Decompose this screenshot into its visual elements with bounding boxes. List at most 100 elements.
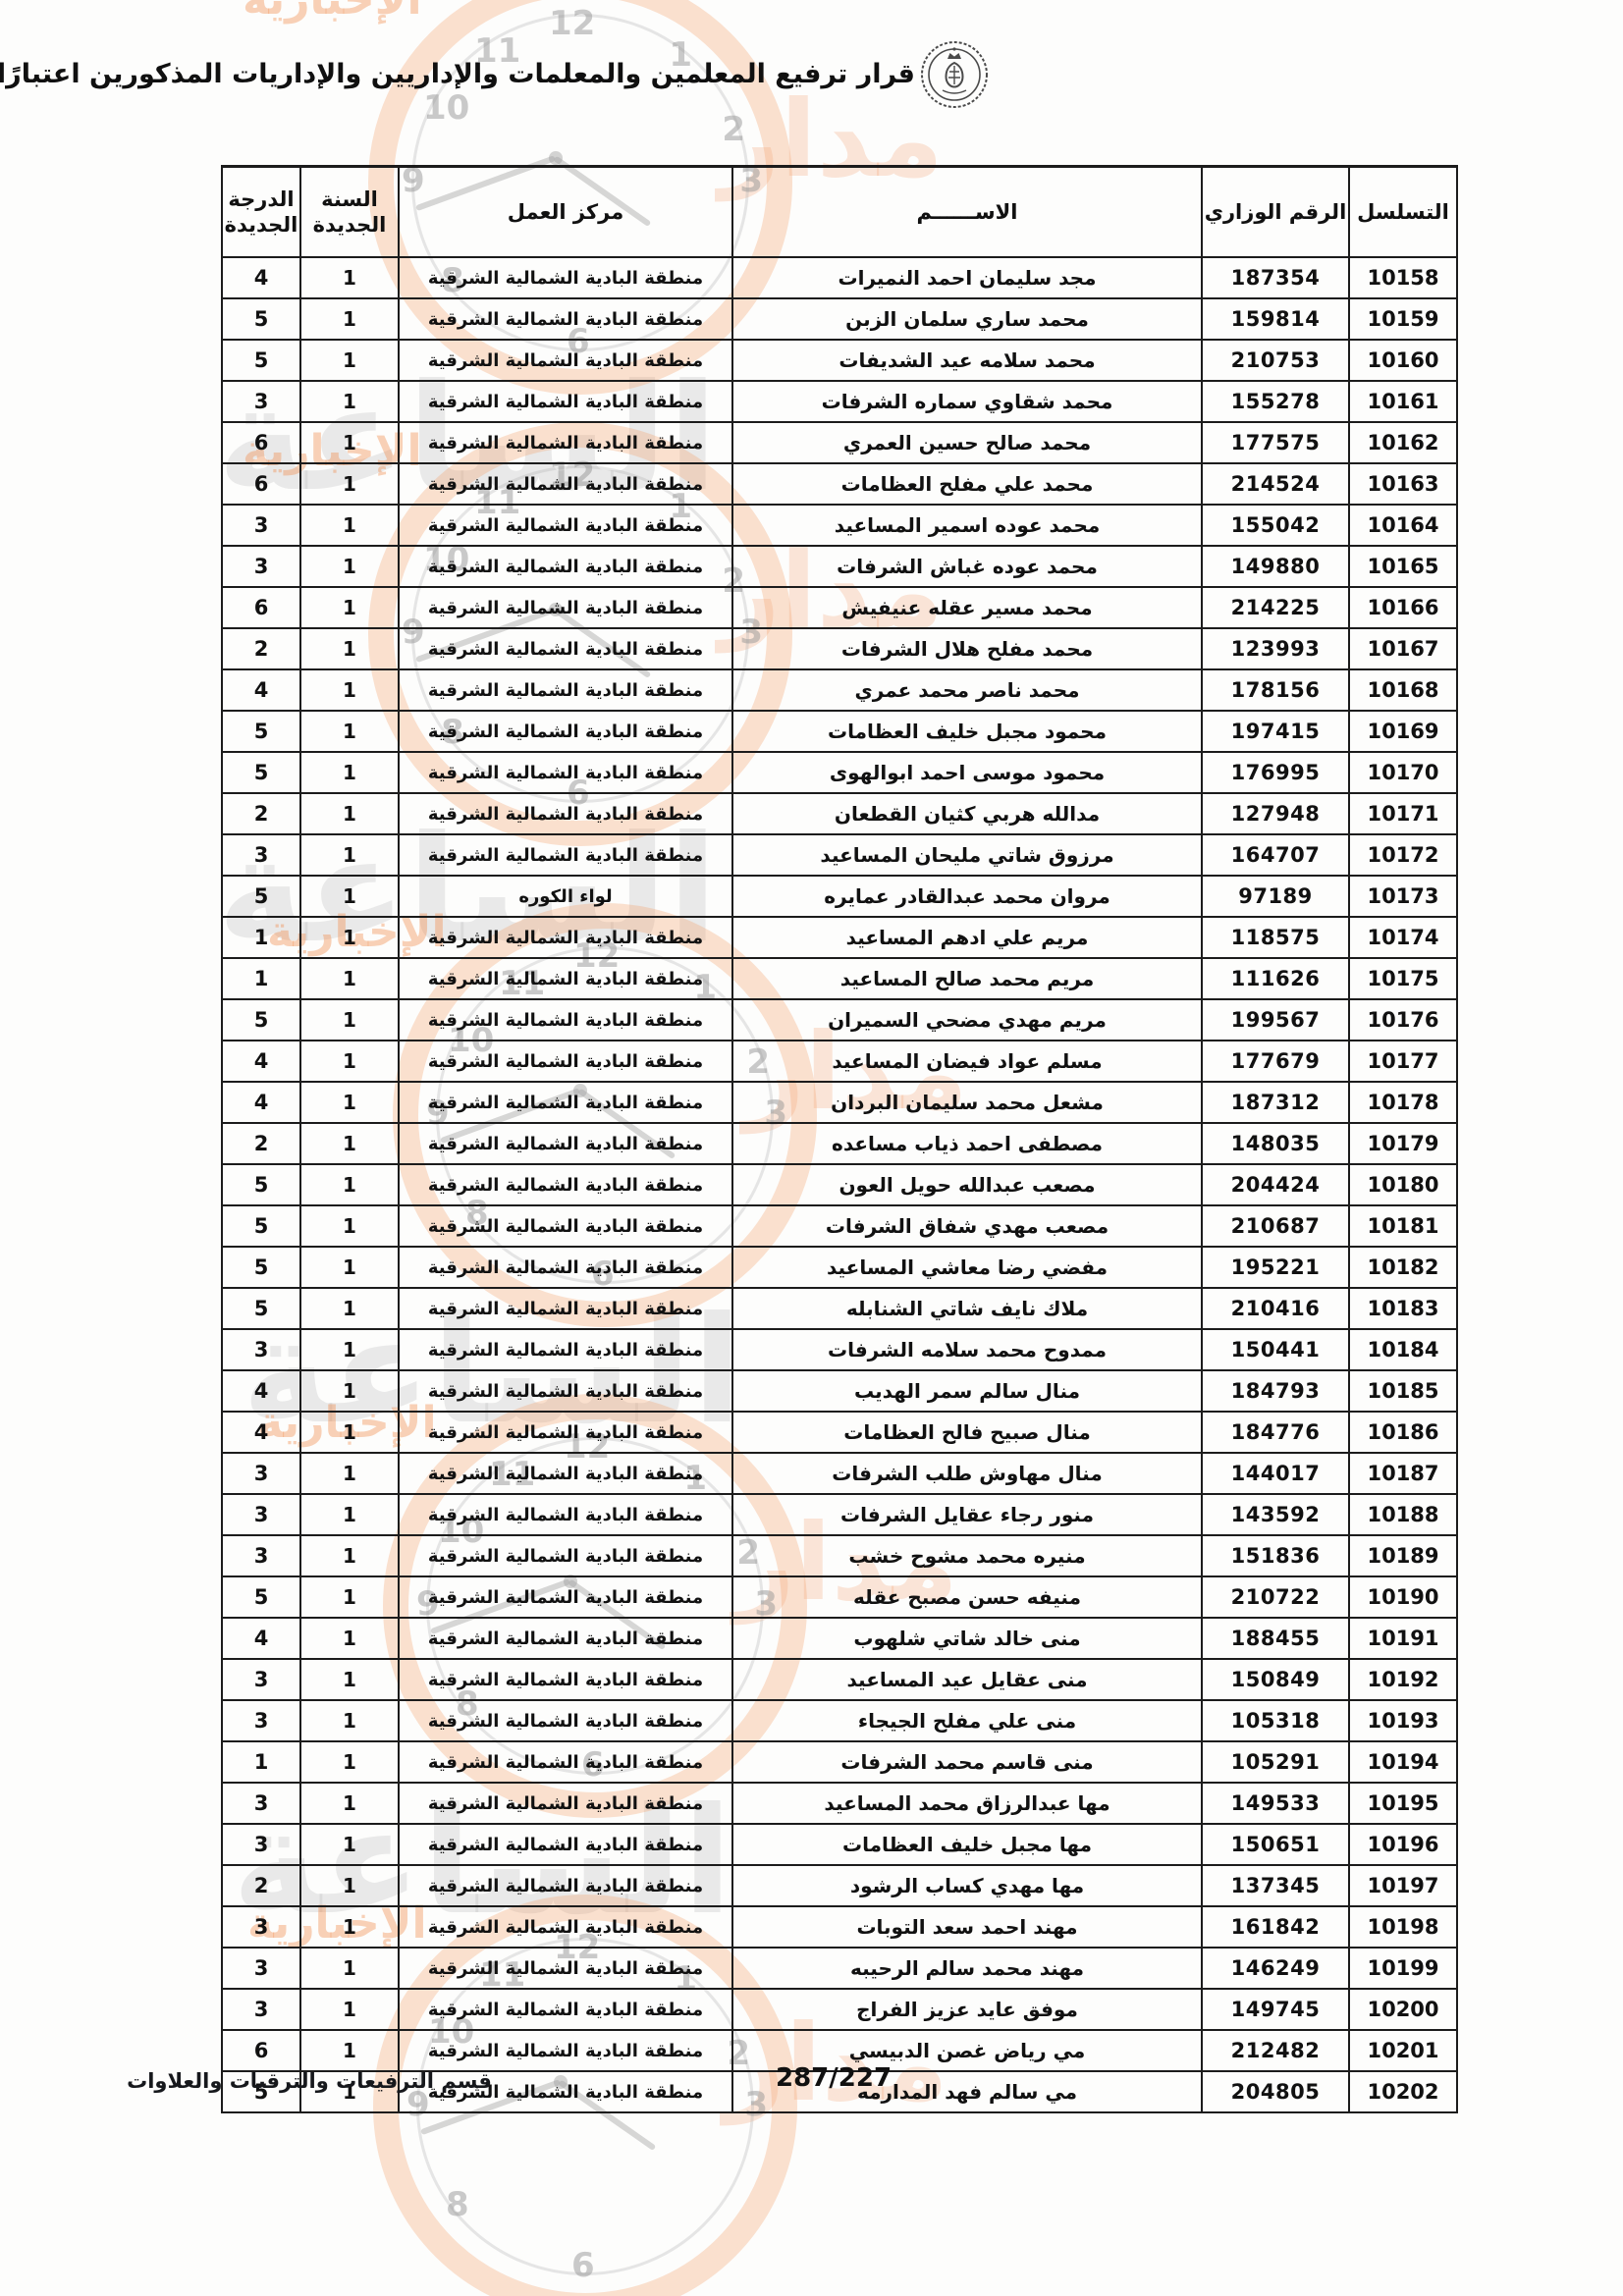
new-year-cell: 1 [299, 1905, 400, 1949]
ministry-number-cell: 184793 [1201, 1369, 1350, 1413]
serial-cell: 10167 [1348, 627, 1458, 670]
work-center-cell: منطقة البادية الشمالية الشرقية [398, 1864, 733, 1907]
new-degree-cell: 6 [221, 2029, 301, 2072]
ministry-number-cell: 150441 [1201, 1328, 1350, 1371]
table-row: 10174 118575 مريم علي ادهم المساعيد منطق… [221, 916, 1458, 959]
new-year-cell: 1 [299, 462, 400, 506]
serial-cell: 10174 [1348, 916, 1458, 959]
name-cell: محمد صالح حسين العمري [731, 421, 1203, 464]
serial-cell: 10195 [1348, 1782, 1458, 1825]
table-row: 10163 214524 محمد علي مفلح العظامات منطق… [221, 462, 1458, 506]
new-year-cell: 1 [299, 1040, 400, 1083]
table-row: 10194 105291 منى قاسم محمد الشرفات منطقة… [221, 1740, 1458, 1784]
serial-cell: 10163 [1348, 462, 1458, 506]
ministry-number-cell: 159814 [1201, 297, 1350, 341]
ministry-number-cell: 105291 [1201, 1740, 1350, 1784]
work-center-cell: منطقة البادية الشمالية الشرقية [398, 1534, 733, 1577]
name-cell: منيفه حسن مصبح عقله [731, 1575, 1203, 1619]
name-cell: مرزوق شاتي مليحان المساعيد [731, 833, 1203, 877]
ministry-number-cell: 149880 [1201, 545, 1350, 588]
name-cell: محمود مجبل خليف العظامات [731, 710, 1203, 753]
table-row: 10161 155278 محمد شقاوي سماره الشرفات من… [221, 380, 1458, 423]
new-year-cell: 1 [299, 668, 400, 712]
name-cell: محمد عوده اسمير المساعيد [731, 504, 1203, 547]
header-new-degree: الدرجة الجديدة [221, 165, 301, 258]
work-center-cell: منطقة البادية الشمالية الشرقية [398, 1782, 733, 1825]
table-row: 10197 137345 مها مهدي كساب الرشود منطقة … [221, 1864, 1458, 1907]
work-center-cell: منطقة البادية الشمالية الشرقية [398, 1040, 733, 1083]
work-center-cell: منطقة البادية الشمالية الشرقية [398, 256, 733, 299]
new-degree-cell: 2 [221, 1864, 301, 1907]
name-cell: محمد علي مفلح العظامات [731, 462, 1203, 506]
table-row: 10176 199567 مريم مهدي مضحي السميران منط… [221, 998, 1458, 1041]
table-row: 10171 127948 مدالله هربي كثيان القطعان م… [221, 792, 1458, 835]
new-degree-cell: 6 [221, 421, 301, 464]
ministry-number-cell: 137345 [1201, 1864, 1350, 1907]
name-cell: منال صبيح فالح العظامات [731, 1411, 1203, 1454]
new-year-cell: 1 [299, 1988, 400, 2031]
new-degree-cell: 3 [221, 1328, 301, 1371]
work-center-cell: منطقة البادية الشمالية الشرقية [398, 1658, 733, 1701]
ministry-number-cell: 177679 [1201, 1040, 1350, 1083]
name-cell: مريم علي ادهم المساعيد [731, 916, 1203, 959]
new-degree-cell: 4 [221, 1617, 301, 1660]
new-degree-cell: 4 [221, 1369, 301, 1413]
clock-number: 8 [446, 2185, 469, 2224]
serial-cell: 10191 [1348, 1617, 1458, 1660]
new-degree-cell: 4 [221, 668, 301, 712]
serial-cell: 10168 [1348, 668, 1458, 712]
new-degree-cell: 1 [221, 916, 301, 959]
name-cell: ملاك نايف شاتي الشنابله [731, 1287, 1203, 1330]
work-center-cell: منطقة البادية الشمالية الشرقية [398, 1699, 733, 1742]
name-cell: مصعب عبدالله حويل العون [731, 1163, 1203, 1206]
new-year-cell: 1 [299, 1122, 400, 1165]
work-center-cell: منطقة البادية الشمالية الشرقية [398, 916, 733, 959]
work-center-cell: منطقة البادية الشمالية الشرقية [398, 1246, 733, 1289]
new-year-cell: 1 [299, 297, 400, 341]
watermark-saa-text: الساعة [222, 2277, 723, 2296]
work-center-cell: لواء الكوره [398, 875, 733, 918]
new-year-cell: 1 [299, 2070, 400, 2113]
new-year-cell: 1 [299, 998, 400, 1041]
new-year-cell: 1 [299, 1081, 400, 1124]
new-year-cell: 1 [299, 545, 400, 588]
new-degree-cell: 3 [221, 1699, 301, 1742]
ministry-number-cell: 187312 [1201, 1081, 1350, 1124]
new-year-cell: 1 [299, 1947, 400, 1990]
name-cell: مصعب مهدي شفاق الشرفات [731, 1204, 1203, 1248]
new-degree-cell: 5 [221, 875, 301, 918]
header-new-year: السنة الجديدة [299, 165, 400, 258]
work-center-cell: منطقة البادية الشمالية الشرقية [398, 1452, 733, 1495]
ministry-number-cell: 214524 [1201, 462, 1350, 506]
name-cell: منال سالم سمر الهديب [731, 1369, 1203, 1413]
name-cell: مفضي رضا معاشي المساعيد [731, 1246, 1203, 1289]
ministry-number-cell: 148035 [1201, 1122, 1350, 1165]
work-center-cell: منطقة البادية الشمالية الشرقية [398, 1287, 733, 1330]
work-center-cell: منطقة البادية الشمالية الشرقية [398, 1905, 733, 1949]
new-degree-cell: 3 [221, 1782, 301, 1825]
table-row: 10177 177679 مسلم عواد فيضان المساعيد من… [221, 1040, 1458, 1083]
new-degree-cell: 4 [221, 256, 301, 299]
new-year-cell: 1 [299, 1617, 400, 1660]
document-header: قرار ترفيع المعلمين والمعلمات والإداريين… [0, 39, 990, 110]
serial-cell: 10177 [1348, 1040, 1458, 1083]
new-degree-cell: 5 [221, 297, 301, 341]
ministry-number-cell: 210722 [1201, 1575, 1350, 1619]
new-degree-cell: 4 [221, 1411, 301, 1454]
new-degree-cell: 4 [221, 1040, 301, 1083]
name-cell: منى قاسم محمد الشرفات [731, 1740, 1203, 1784]
table-row: 10195 149533 مها عبدالرزاق محمد المساعيد… [221, 1782, 1458, 1825]
name-cell: مريم محمد صالح المساعيد [731, 957, 1203, 1000]
ministry-number-cell: 176995 [1201, 751, 1350, 794]
header-serial: التسلسل [1348, 165, 1458, 258]
serial-cell: 10181 [1348, 1204, 1458, 1248]
name-cell: محمود موسى احمد ابوالهوى [731, 751, 1203, 794]
ministry-number-cell: 210687 [1201, 1204, 1350, 1248]
new-degree-cell: 6 [221, 462, 301, 506]
serial-cell: 10186 [1348, 1411, 1458, 1454]
table-row: 10175 111626 مريم محمد صالح المساعيد منط… [221, 957, 1458, 1000]
name-cell: منى علي مفلح الجيجاء [731, 1699, 1203, 1742]
header-name: الاســــــم [731, 165, 1203, 258]
work-center-cell: منطقة البادية الشمالية الشرقية [398, 1740, 733, 1784]
